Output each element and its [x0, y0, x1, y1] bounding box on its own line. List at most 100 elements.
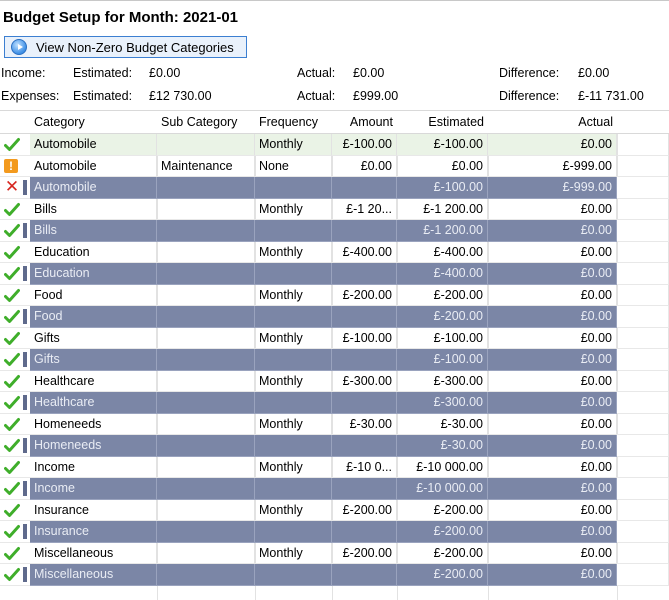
estimated-cell[interactable]: £-400.00 — [397, 241, 488, 263]
amount-cell[interactable] — [332, 564, 397, 586]
amount-cell[interactable] — [332, 177, 397, 199]
table-row[interactable]: Healthcare Monthly £-300.00 £-300.00 £0.00 — [0, 370, 669, 392]
sub-category-cell[interactable]: Maintenance — [157, 155, 255, 177]
category-cell[interactable]: Automobile — [30, 177, 157, 199]
summary-row[interactable]: ✕ Automobile £-100.00 £-999.00 — [0, 177, 669, 199]
category-cell[interactable]: Bills — [30, 220, 157, 242]
frequency-cell[interactable]: Monthly — [255, 241, 332, 263]
category-cell[interactable]: Gifts — [30, 327, 157, 349]
summary-row[interactable]: Income £-10 000.00 £0.00 — [0, 478, 669, 500]
category-cell[interactable]: Homeneeds — [30, 435, 157, 457]
header-amount[interactable]: Amount — [349, 115, 393, 129]
frequency-cell[interactable] — [255, 220, 332, 242]
header-sub-category[interactable]: Sub Category — [161, 115, 238, 129]
frequency-cell[interactable] — [255, 177, 332, 199]
actual-cell[interactable]: £0.00 — [488, 478, 617, 500]
actual-cell[interactable]: £0.00 — [488, 435, 617, 457]
sub-category-cell[interactable] — [157, 284, 255, 306]
estimated-cell[interactable]: £-1 200.00 — [397, 220, 488, 242]
category-cell[interactable]: Miscellaneous — [30, 564, 157, 586]
sub-category-cell[interactable] — [157, 435, 255, 457]
frequency-cell[interactable]: Monthly — [255, 198, 332, 220]
actual-cell[interactable]: £0.00 — [488, 542, 617, 564]
frequency-cell[interactable]: Monthly — [255, 370, 332, 392]
amount-cell[interactable] — [332, 220, 397, 242]
frequency-cell[interactable]: None — [255, 155, 332, 177]
sub-category-cell[interactable] — [157, 499, 255, 521]
actual-cell[interactable]: £-999.00 — [488, 155, 617, 177]
estimated-cell[interactable]: £-10 000.00 — [397, 478, 488, 500]
table-row[interactable]: Insurance Monthly £-200.00 £-200.00 £0.00 — [0, 499, 669, 521]
category-cell[interactable]: Insurance — [30, 521, 157, 543]
category-cell[interactable]: Miscellaneous — [30, 542, 157, 564]
frequency-cell[interactable] — [255, 263, 332, 285]
actual-cell[interactable]: £0.00 — [488, 198, 617, 220]
category-cell[interactable]: Education — [30, 241, 157, 263]
category-cell[interactable]: Gifts — [30, 349, 157, 371]
amount-cell[interactable]: £-30.00 — [332, 413, 397, 435]
estimated-cell[interactable]: £-30.00 — [397, 435, 488, 457]
sub-category-cell[interactable] — [157, 327, 255, 349]
table-row[interactable]: Automobile Monthly £-100.00 £-100.00 £0.00 — [0, 134, 669, 156]
frequency-cell[interactable] — [255, 521, 332, 543]
sub-category-cell[interactable] — [157, 349, 255, 371]
actual-cell[interactable]: £0.00 — [488, 521, 617, 543]
summary-row[interactable]: Homeneeds £-30.00 £0.00 — [0, 435, 669, 457]
header-estimated[interactable]: Estimated — [428, 115, 484, 129]
actual-cell[interactable]: £0.00 — [488, 370, 617, 392]
actual-cell[interactable]: £0.00 — [488, 220, 617, 242]
actual-cell[interactable]: £0.00 — [488, 413, 617, 435]
frequency-cell[interactable] — [255, 478, 332, 500]
sub-category-cell[interactable] — [157, 134, 255, 156]
frequency-cell[interactable]: Monthly — [255, 456, 332, 478]
amount-cell[interactable]: £-200.00 — [332, 542, 397, 564]
actual-cell[interactable]: £0.00 — [488, 349, 617, 371]
actual-cell[interactable]: £0.00 — [488, 392, 617, 414]
estimated-cell[interactable]: £-300.00 — [397, 392, 488, 414]
header-category[interactable]: Category — [34, 115, 85, 129]
amount-cell[interactable]: £-200.00 — [332, 284, 397, 306]
category-cell[interactable]: Education — [30, 263, 157, 285]
frequency-cell[interactable]: Monthly — [255, 413, 332, 435]
estimated-cell[interactable]: £-100.00 — [397, 327, 488, 349]
category-cell[interactable]: Healthcare — [30, 370, 157, 392]
table-row[interactable]: Bills Monthly £-1 20... £-1 200.00 £0.00 — [0, 198, 669, 220]
view-non-zero-categories-button[interactable]: View Non-Zero Budget Categories — [4, 36, 247, 58]
budget-grid[interactable]: Category Sub Category Frequency Amount E… — [0, 110, 669, 586]
amount-cell[interactable]: £-400.00 — [332, 241, 397, 263]
sub-category-cell[interactable] — [157, 370, 255, 392]
sub-category-cell[interactable] — [157, 198, 255, 220]
table-row[interactable]: Homeneeds Monthly £-30.00 £-30.00 £0.00 — [0, 413, 669, 435]
frequency-cell[interactable] — [255, 306, 332, 328]
amount-cell[interactable]: £-200.00 — [332, 499, 397, 521]
sub-category-cell[interactable] — [157, 220, 255, 242]
table-row[interactable]: Education Monthly £-400.00 £-400.00 £0.00 — [0, 241, 669, 263]
sub-category-cell[interactable] — [157, 521, 255, 543]
summary-row[interactable]: Education £-400.00 £0.00 — [0, 263, 669, 285]
category-cell[interactable]: Bills — [30, 198, 157, 220]
summary-row[interactable]: Gifts £-100.00 £0.00 — [0, 349, 669, 371]
amount-cell[interactable] — [332, 392, 397, 414]
summary-row[interactable]: Bills £-1 200.00 £0.00 — [0, 220, 669, 242]
table-row[interactable]: Income Monthly £-10 0... £-10 000.00 £0.00 — [0, 456, 669, 478]
estimated-cell[interactable]: £-200.00 — [397, 499, 488, 521]
summary-row[interactable]: Insurance £-200.00 £0.00 — [0, 521, 669, 543]
estimated-cell[interactable]: £-100.00 — [397, 134, 488, 156]
sub-category-cell[interactable] — [157, 241, 255, 263]
estimated-cell[interactable]: £-300.00 — [397, 370, 488, 392]
category-cell[interactable]: Food — [30, 306, 157, 328]
amount-cell[interactable] — [332, 349, 397, 371]
sub-category-cell[interactable] — [157, 542, 255, 564]
sub-category-cell[interactable] — [157, 177, 255, 199]
estimated-cell[interactable]: £-200.00 — [397, 521, 488, 543]
frequency-cell[interactable]: Monthly — [255, 499, 332, 521]
table-row[interactable]: ! Automobile Maintenance None £0.00 £0.00 £-99… — [0, 155, 669, 177]
actual-cell[interactable]: £0.00 — [488, 499, 617, 521]
summary-row[interactable]: Healthcare £-300.00 £0.00 — [0, 392, 669, 414]
estimated-cell[interactable]: £-200.00 — [397, 284, 488, 306]
frequency-cell[interactable] — [255, 349, 332, 371]
actual-cell[interactable]: £0.00 — [488, 241, 617, 263]
sub-category-cell[interactable] — [157, 564, 255, 586]
actual-cell[interactable]: £-999.00 — [488, 177, 617, 199]
category-cell[interactable]: Healthcare — [30, 392, 157, 414]
